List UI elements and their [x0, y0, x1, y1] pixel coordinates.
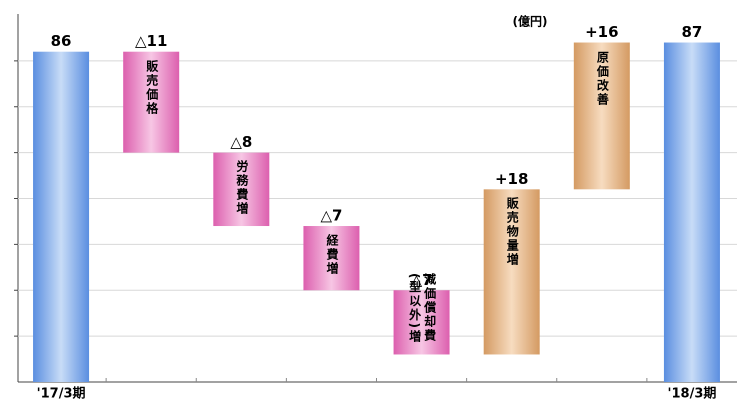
bar: [213, 152, 270, 227]
value-label: 87: [682, 23, 703, 41]
bar-label: 原価改善: [595, 50, 610, 107]
bar: [573, 42, 630, 190]
bar-label: 販売物量増: [505, 197, 520, 268]
x-tick-label: '18/3期: [668, 387, 717, 402]
x-tick-label: '17/3期: [37, 387, 86, 402]
value-label: +18: [495, 170, 528, 188]
bar: [663, 42, 720, 383]
value-label: △8: [230, 133, 252, 151]
bar: [303, 226, 360, 291]
bar: [33, 51, 90, 382]
bar-label: 労務費増: [234, 160, 249, 217]
value-label: 86: [51, 32, 72, 50]
bar-label: 販売価格: [144, 59, 159, 116]
bar: [123, 51, 180, 153]
bar-label: 経費増: [324, 234, 339, 277]
unit-label: (億円): [513, 14, 548, 29]
bar: [393, 290, 450, 355]
value-label: △7: [411, 271, 433, 289]
value-label: +16: [585, 23, 618, 41]
bar: [483, 189, 540, 355]
value-label: △7: [320, 207, 342, 225]
value-label: △11: [135, 32, 167, 50]
bar-label: 減価償却費(型以外)増: [407, 273, 437, 345]
